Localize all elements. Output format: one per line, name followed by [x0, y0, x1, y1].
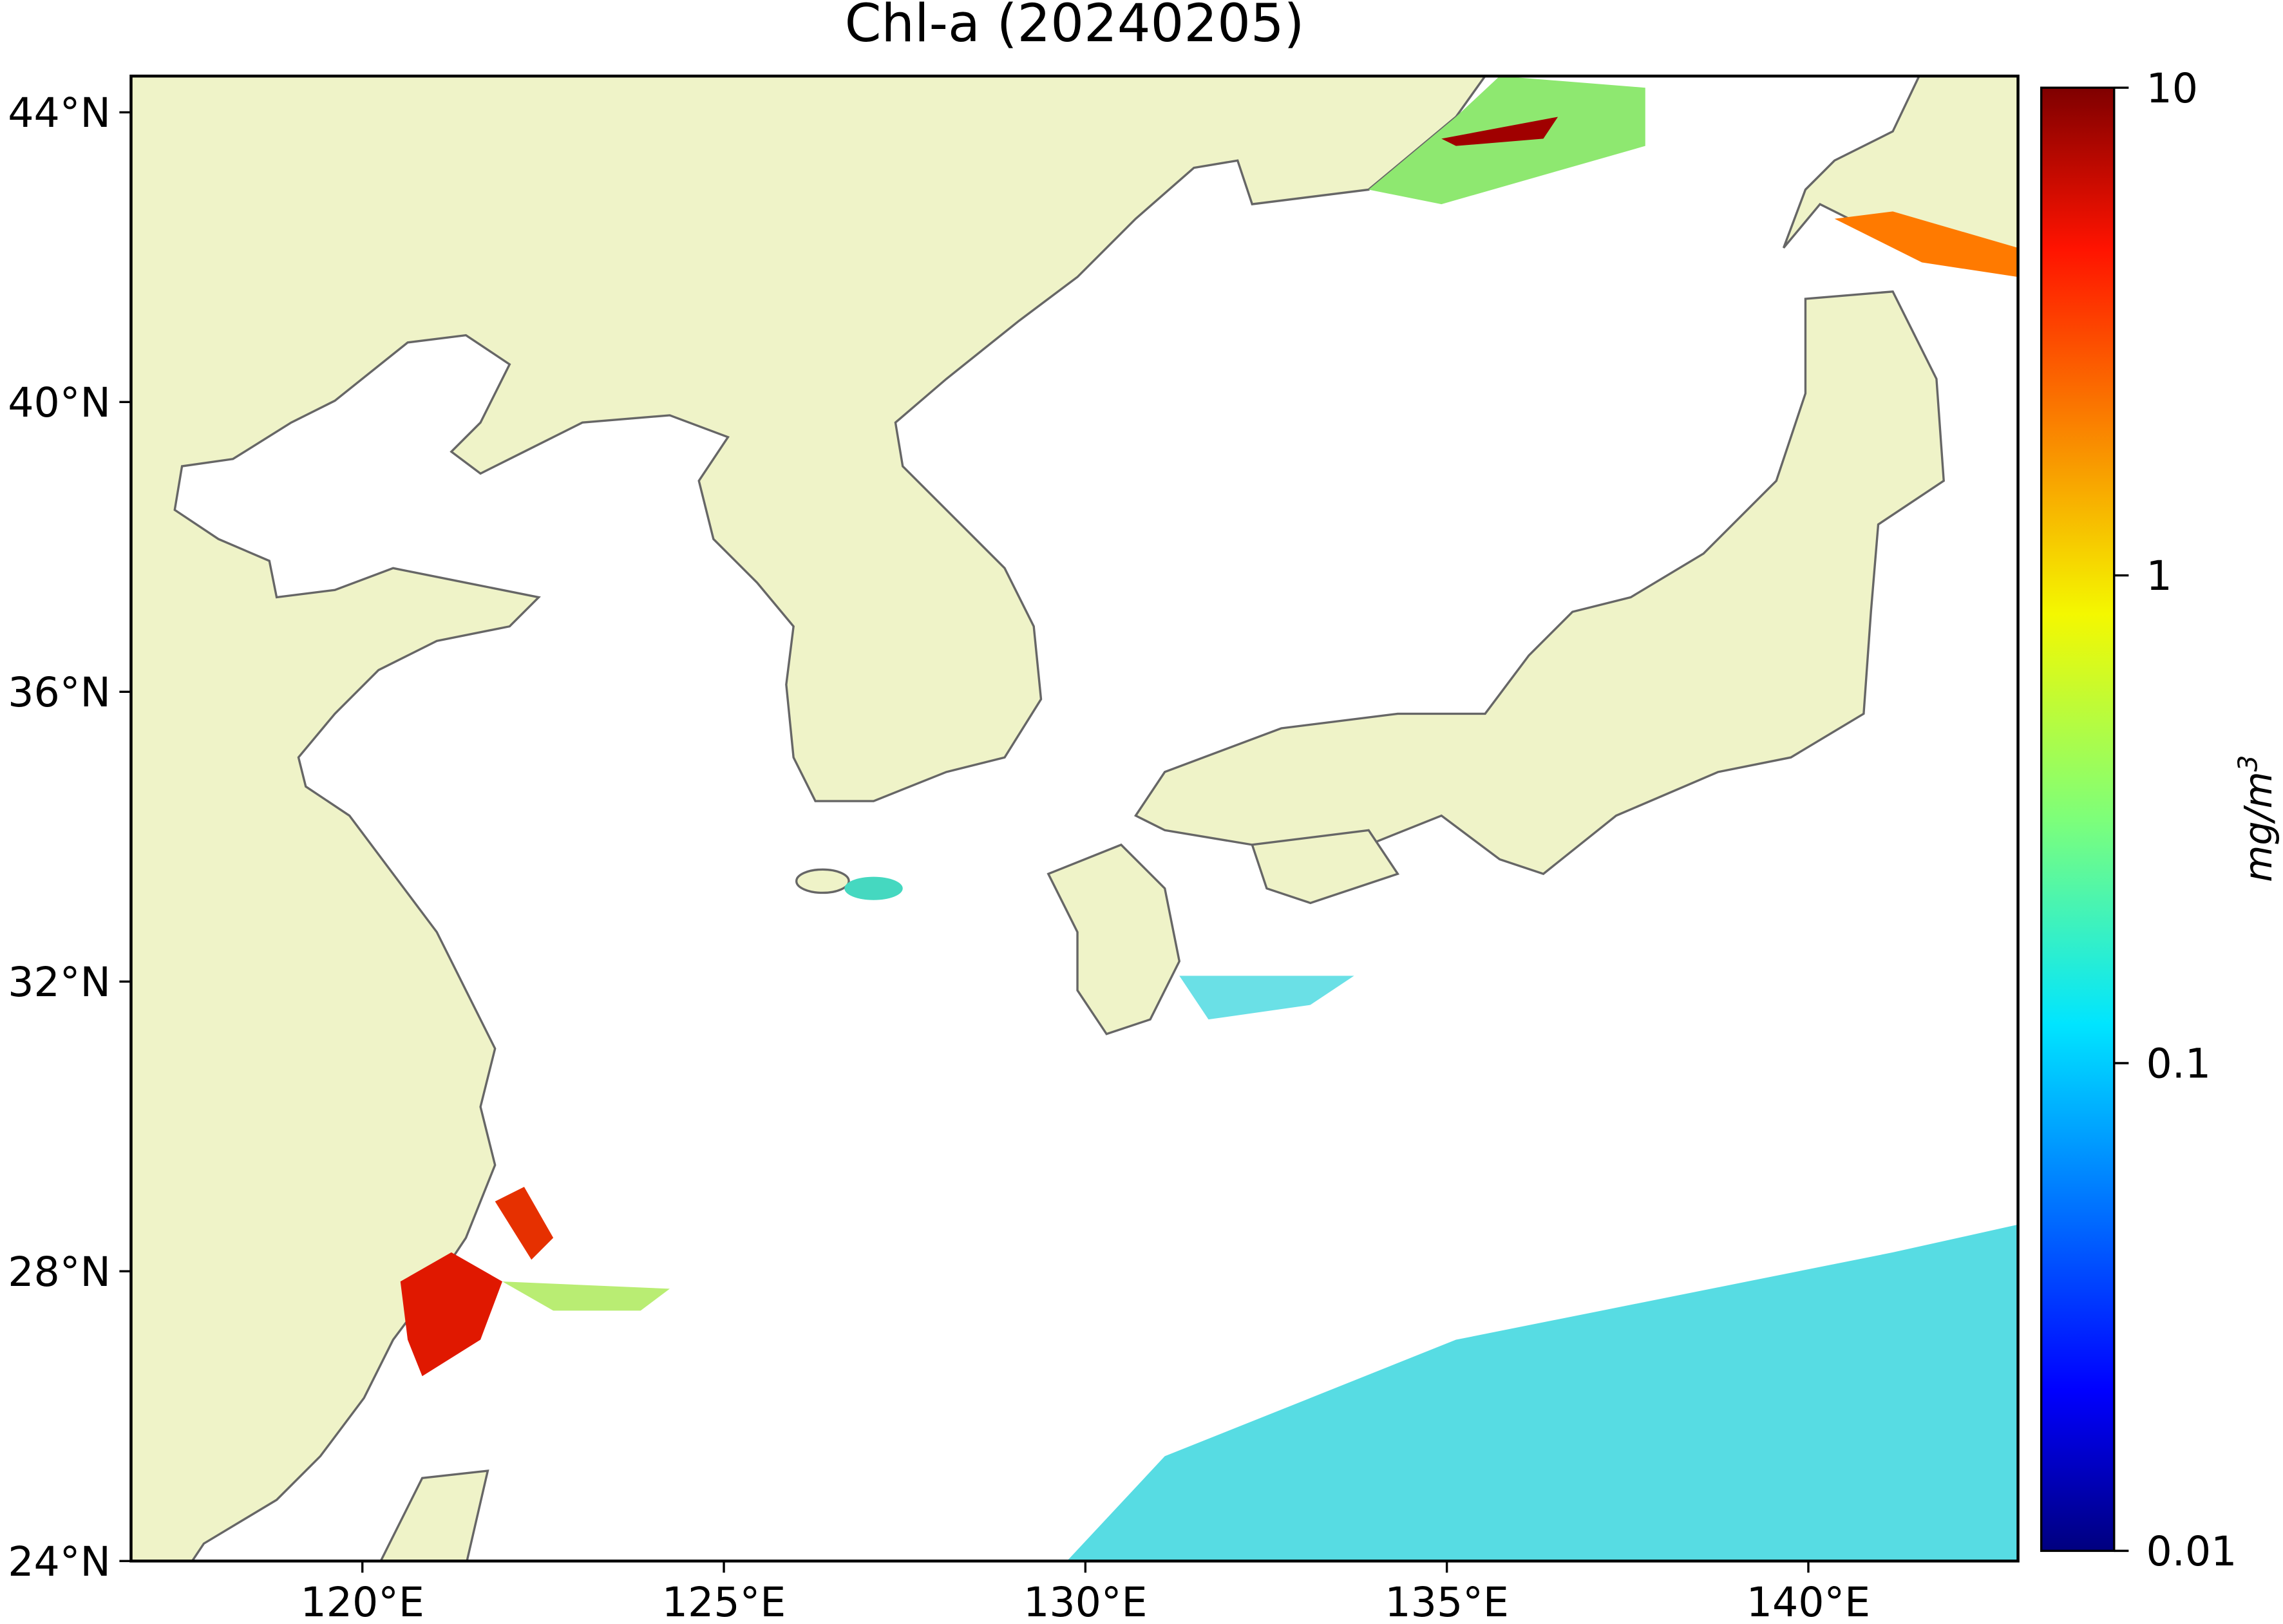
map-frame — [129, 74, 2020, 1563]
colorbar-label-text: mg/m3 — [2232, 755, 2280, 882]
y-tick-label: 44°N — [8, 89, 111, 137]
x-tick-label: 140°E — [1747, 1578, 1870, 1624]
colorbar — [2040, 86, 2116, 1553]
kyushu — [1047, 843, 1181, 1035]
x-tick-label: 125°E — [662, 1578, 786, 1624]
shikoku — [1251, 829, 1400, 905]
chl-patch — [1179, 976, 1354, 1020]
taiwan — [379, 1469, 489, 1562]
colorbar-unit: mg/m — [2236, 771, 2280, 882]
colorbar-tick-label: 1 — [2146, 552, 2172, 600]
colorbar-label: mg/m3 — [2232, 755, 2280, 882]
x-tick-label: 135°E — [1385, 1578, 1508, 1624]
continent — [131, 76, 1487, 1562]
colorbar-tick-label: 10 — [2146, 64, 2198, 112]
colorbar-tick-label: 0.01 — [2146, 1527, 2237, 1575]
y-tick-label: 28°N — [8, 1248, 111, 1296]
chl-patch — [495, 1187, 554, 1260]
chl-patch — [502, 1281, 670, 1311]
y-tick-label: 24°N — [8, 1538, 111, 1585]
y-tick-label: 40°N — [8, 379, 111, 426]
chl-patch — [844, 876, 903, 900]
chl-patch — [1441, 117, 1558, 146]
x-tick-label: 120°E — [300, 1578, 424, 1624]
chart-title: Chl-a (20240205) — [845, 0, 1305, 54]
x-tick-label: 130°E — [1023, 1578, 1147, 1624]
y-tick-label: 36°N — [8, 668, 111, 716]
y-tick-label: 32°N — [8, 958, 111, 1006]
jeju — [795, 868, 850, 894]
colorbar-unit-exponent: 3 — [2232, 755, 2263, 771]
chl-patch — [1834, 211, 2018, 278]
map-area — [131, 76, 2018, 1562]
chl-patch — [400, 1252, 502, 1377]
chl-patch — [1066, 1224, 2018, 1562]
colorbar-tick-label: 0.1 — [2146, 1040, 2211, 1088]
